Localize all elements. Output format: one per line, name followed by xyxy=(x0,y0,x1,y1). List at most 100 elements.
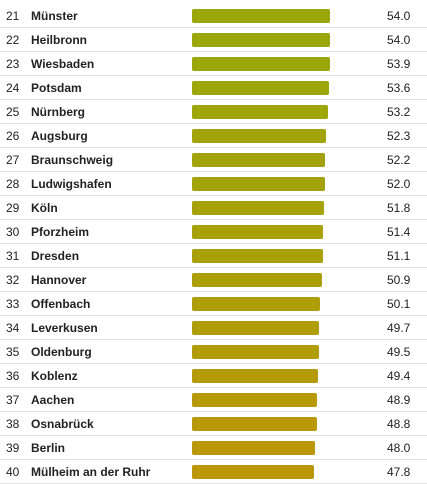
value-label: 53.6 xyxy=(387,81,411,95)
city-label: Wiesbaden xyxy=(31,57,95,71)
value-bar xyxy=(192,9,330,23)
table-row: 37 Aachen 48.9 xyxy=(0,388,427,412)
rank-label: 37 xyxy=(6,393,20,407)
value-bar xyxy=(192,201,325,215)
city-label: Hannover xyxy=(31,273,87,287)
rank-label: 31 xyxy=(6,249,20,263)
city-label: Dresden xyxy=(31,249,80,263)
table-row: 35 Oldenburg 49.5 xyxy=(0,340,427,364)
rank-label: 40 xyxy=(6,465,20,479)
value-label: 48.0 xyxy=(387,441,411,455)
rank-label: 36 xyxy=(6,369,20,383)
city-label: Augsburg xyxy=(31,129,88,143)
table-row: 28 Ludwigshafen 52.0 xyxy=(0,172,427,196)
rank-label: 33 xyxy=(6,297,20,311)
value-label: 50.1 xyxy=(387,297,411,311)
rank-label: 34 xyxy=(6,321,20,335)
rank-label: 38 xyxy=(6,417,20,431)
rank-label: 26 xyxy=(6,129,20,143)
value-label: 47.8 xyxy=(387,465,411,479)
city-label: Koblenz xyxy=(31,369,78,383)
value-bar xyxy=(192,273,323,287)
value-bar xyxy=(192,249,323,263)
value-label: 52.2 xyxy=(387,153,411,167)
value-label: 50.9 xyxy=(387,273,411,287)
table-row: 29 Köln 51.8 xyxy=(0,196,427,220)
city-label: Nürnberg xyxy=(31,105,85,119)
table-row: 27 Braunschweig 52.2 xyxy=(0,148,427,172)
value-bar xyxy=(192,441,315,455)
value-label: 51.1 xyxy=(387,249,411,263)
value-label: 54.0 xyxy=(387,9,411,23)
value-bar xyxy=(192,153,326,167)
table-row: 25 Nürnberg 53.2 xyxy=(0,100,427,124)
city-label: Pforzheim xyxy=(31,225,90,239)
value-bar xyxy=(192,105,328,119)
city-label: Münster xyxy=(31,9,78,23)
table-row: 24 Potsdam 53.6 xyxy=(0,76,427,100)
rank-label: 32 xyxy=(6,273,20,287)
value-bar xyxy=(192,345,319,359)
rank-label: 22 xyxy=(6,33,20,47)
rank-label: 30 xyxy=(6,225,20,239)
city-label: Leverkusen xyxy=(31,321,98,335)
rank-label: 23 xyxy=(6,57,20,71)
city-label: Ludwigshafen xyxy=(31,177,112,191)
city-label: Mülheim an der Ruhr xyxy=(31,465,151,479)
city-label: Braunschweig xyxy=(31,153,114,167)
city-label: Potsdam xyxy=(31,81,82,95)
value-label: 51.4 xyxy=(387,225,411,239)
table-row: 39 Berlin 48.0 xyxy=(0,436,427,460)
value-bar xyxy=(192,393,317,407)
rank-label: 24 xyxy=(6,81,20,95)
value-bar xyxy=(192,417,317,431)
rank-label: 29 xyxy=(6,201,20,215)
value-bar xyxy=(192,81,329,95)
value-bar xyxy=(192,33,330,47)
table-row: 23 Wiesbaden 53.9 xyxy=(0,52,427,76)
city-label: Aachen xyxy=(31,393,75,407)
value-bar xyxy=(192,129,326,143)
value-label: 52.3 xyxy=(387,129,411,143)
value-label: 48.8 xyxy=(387,417,411,431)
value-label: 52.0 xyxy=(387,177,411,191)
value-label: 53.2 xyxy=(387,105,411,119)
city-label: Osnabrück xyxy=(31,417,94,431)
value-label: 49.7 xyxy=(387,321,411,335)
value-bar xyxy=(192,297,321,311)
rank-label: 27 xyxy=(6,153,20,167)
table-row: 33 Offenbach 50.1 xyxy=(0,292,427,316)
city-label: Heilbronn xyxy=(31,33,87,47)
rank-label: 39 xyxy=(6,441,20,455)
table-row: 34 Leverkusen 49.7 xyxy=(0,316,427,340)
city-label: Berlin xyxy=(31,441,66,455)
value-bar xyxy=(192,57,330,71)
value-label: 51.8 xyxy=(387,201,411,215)
table-row: 26 Augsburg 52.3 xyxy=(0,124,427,148)
value-bar xyxy=(192,321,319,335)
rank-label: 21 xyxy=(6,9,20,23)
table-row: 40 Mülheim an der Ruhr 47.8 xyxy=(0,460,427,484)
rank-label: 35 xyxy=(6,345,20,359)
table-row: 30 Pforzheim 51.4 xyxy=(0,220,427,244)
table-row: 22 Heilbronn 54.0 xyxy=(0,28,427,52)
value-bar xyxy=(192,177,325,191)
value-bar xyxy=(192,465,315,479)
rank-label: 28 xyxy=(6,177,20,191)
value-label: 54.0 xyxy=(387,33,411,47)
table-row: 31 Dresden 51.1 xyxy=(0,244,427,268)
city-label: Oldenburg xyxy=(31,345,92,359)
table-row: 32 Hannover 50.9 xyxy=(0,268,427,292)
table-row: 36 Koblenz 49.4 xyxy=(0,364,427,388)
value-bar xyxy=(192,369,319,383)
value-label: 53.9 xyxy=(387,57,411,71)
value-bar xyxy=(192,225,324,239)
value-label: 49.5 xyxy=(387,345,411,359)
table-row: 38 Osnabrück 48.8 xyxy=(0,412,427,436)
city-label: Offenbach xyxy=(31,297,91,311)
value-label: 49.4 xyxy=(387,369,411,383)
value-label: 48.9 xyxy=(387,393,411,407)
city-label: Köln xyxy=(31,201,58,215)
table-row: 21 Münster 54.0 xyxy=(0,4,427,28)
